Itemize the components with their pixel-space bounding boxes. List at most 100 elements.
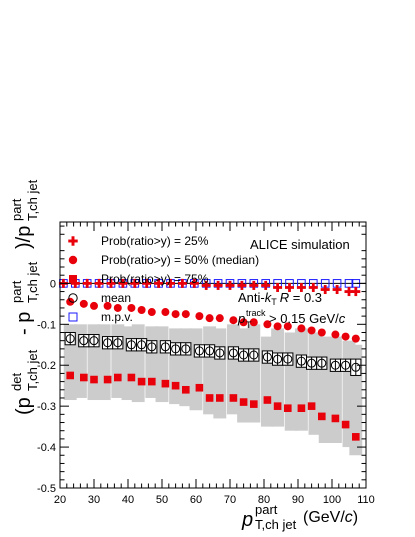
point-square-filled xyxy=(307,402,316,410)
point-circle-filled xyxy=(317,328,326,337)
x-axis-title: p part T,ch jet (GeV/c) xyxy=(241,502,358,532)
y-tick-label: -0.1 xyxy=(37,319,56,331)
svg-text:part: part xyxy=(9,280,24,303)
point-circle-filled xyxy=(137,305,146,314)
y-tick-label: -0.3 xyxy=(37,401,56,413)
point-plus xyxy=(201,280,211,290)
svg-text:track: track xyxy=(246,308,266,318)
x-tick-label: 80 xyxy=(258,494,270,506)
point-plus xyxy=(130,278,140,288)
x-tick-label: 90 xyxy=(292,494,304,506)
point-plus xyxy=(106,278,116,288)
band-bin xyxy=(294,328,308,431)
point-circle-open xyxy=(181,344,191,354)
point-plus xyxy=(320,285,330,295)
legend-label: mean xyxy=(101,291,131,305)
point-square-filled xyxy=(273,402,282,410)
point-circle-filled xyxy=(229,316,238,325)
point-circle-filled xyxy=(66,297,75,306)
y-tick-label: -0.2 xyxy=(37,360,56,372)
point-circle-open xyxy=(160,342,170,352)
point-circle-open xyxy=(262,352,272,362)
y-tick-label: -0.4 xyxy=(37,442,56,454)
point-square-filled xyxy=(66,371,74,380)
svg-text:T,ch jet: T,ch jet xyxy=(25,261,40,303)
point-circle-filled xyxy=(90,301,98,310)
y-tick-label: -0.5 xyxy=(37,483,56,495)
legend-marker-square-filled xyxy=(69,275,77,283)
legend-marker-square-open xyxy=(68,312,78,322)
point-circle-open xyxy=(65,334,75,344)
point-plus xyxy=(213,280,223,290)
point-circle-open xyxy=(147,342,157,352)
x-tick-label: 70 xyxy=(224,494,236,506)
point-circle-filled xyxy=(249,318,258,327)
point-square-filled xyxy=(263,396,272,404)
point-circle-open xyxy=(307,358,317,368)
point-square-filled xyxy=(171,381,180,390)
point-circle-filled xyxy=(205,314,214,323)
point-square-filled xyxy=(182,385,190,394)
point-circle-open xyxy=(103,338,113,348)
band-bin xyxy=(271,328,285,427)
point-circle-open xyxy=(296,356,306,366)
point-circle-open xyxy=(283,354,293,364)
band-bin xyxy=(155,326,169,403)
svg-text:p: p xyxy=(237,311,245,326)
x-tick-label: 60 xyxy=(190,494,202,506)
point-square-filled xyxy=(331,414,340,423)
point-circle-open xyxy=(330,360,340,370)
point-circle-filled xyxy=(297,324,306,333)
point-circle-filled xyxy=(283,322,292,331)
band-bin xyxy=(131,324,145,403)
point-square-filled xyxy=(352,433,360,441)
svg-text:> 0.15 GeV/c: > 0.15 GeV/c xyxy=(269,311,346,326)
point-circle-open xyxy=(171,344,181,354)
data-points xyxy=(58,278,361,441)
y-axis-ticks: -0.5 -0.4 -0.3 -0.2 -0.1 0 xyxy=(37,225,366,495)
point-plus xyxy=(142,278,152,288)
point-circle-filled xyxy=(273,322,282,331)
legend: Prob(ratio>y) = 25% Prob(ratio>y) = 50% (… xyxy=(68,234,259,324)
point-circle-open xyxy=(137,340,147,350)
point-circle-open xyxy=(205,346,215,356)
band-bin xyxy=(97,324,111,401)
point-circle-filled xyxy=(331,330,340,339)
x-tick-label: 30 xyxy=(88,494,100,506)
point-circle-open xyxy=(126,340,136,350)
point-plus xyxy=(351,287,361,297)
point-circle-open xyxy=(113,338,123,348)
x-tick-label: 50 xyxy=(156,494,168,506)
point-circle-filled xyxy=(215,314,224,323)
legend-label: Prob(ratio>y) = 50% (median) xyxy=(101,253,259,267)
point-square-filled xyxy=(318,412,326,421)
legend-marker-circle-open xyxy=(68,293,78,303)
point-square-filled xyxy=(114,373,122,382)
point-plus xyxy=(273,282,283,292)
point-plus xyxy=(177,278,187,288)
svg-text:T,ch jet: T,ch jet xyxy=(25,349,40,391)
point-square-filled xyxy=(161,379,170,388)
point-circle-filled xyxy=(195,312,204,321)
point-circle-filled xyxy=(79,299,88,308)
point-square-filled xyxy=(137,377,146,386)
point-plus xyxy=(118,278,128,288)
simulation-label: ALICE simulation xyxy=(250,237,350,252)
point-circle-filled xyxy=(239,318,248,327)
point-square-filled xyxy=(103,375,112,384)
point-circle-filled xyxy=(181,310,190,319)
band-bin xyxy=(328,336,342,443)
point-plus xyxy=(82,278,92,288)
point-circle-filled xyxy=(351,334,360,343)
point-plus xyxy=(296,282,306,292)
svg-text:- p: - p xyxy=(13,312,35,335)
point-circle-filled xyxy=(263,320,272,329)
point-square-filled xyxy=(148,377,156,386)
point-square-filled xyxy=(239,398,248,406)
x-tick-label: 20 xyxy=(54,494,66,506)
point-plus xyxy=(237,280,247,290)
point-circle-filled xyxy=(103,301,112,310)
point-circle-open xyxy=(273,354,283,364)
point-plus xyxy=(70,278,80,288)
